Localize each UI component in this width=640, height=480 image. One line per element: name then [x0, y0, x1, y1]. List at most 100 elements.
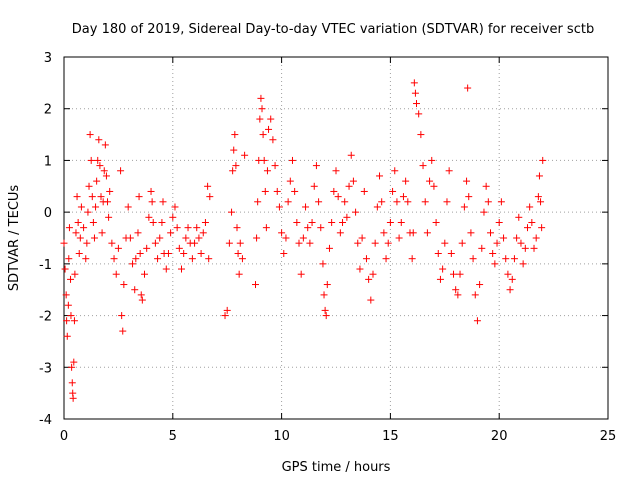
data-point — [306, 239, 314, 247]
data-point — [356, 265, 364, 273]
data-point — [167, 229, 175, 237]
scatter-points — [60, 79, 547, 402]
data-point — [262, 224, 270, 232]
data-point — [386, 218, 394, 226]
data-point — [256, 115, 264, 123]
data-point — [389, 187, 397, 195]
data-point — [92, 203, 100, 211]
data-point — [391, 167, 399, 175]
data-point — [530, 244, 538, 252]
data-point — [362, 255, 370, 263]
data-point — [473, 317, 481, 325]
data-point — [94, 156, 102, 164]
data-point — [102, 172, 110, 180]
data-point — [302, 203, 310, 211]
data-point — [149, 218, 157, 226]
data-point — [197, 250, 205, 258]
data-point — [341, 198, 349, 206]
data-point — [137, 291, 145, 299]
data-point — [519, 260, 527, 268]
data-point — [439, 265, 447, 273]
chart-title: Day 180 of 2019, Sidereal Day-to-day VTE… — [72, 22, 594, 37]
chart-grid — [64, 57, 608, 419]
data-point — [265, 125, 273, 133]
data-point — [70, 358, 78, 366]
data-point — [148, 198, 156, 206]
data-point — [497, 198, 505, 206]
data-point — [345, 182, 353, 190]
data-point — [328, 218, 336, 226]
data-point — [267, 115, 275, 123]
data-point — [85, 182, 93, 190]
data-point — [73, 193, 81, 201]
data-point — [349, 177, 357, 185]
data-point — [269, 136, 277, 144]
data-point — [67, 275, 75, 283]
data-point — [84, 208, 92, 216]
data-point — [261, 187, 269, 195]
data-point — [508, 275, 516, 283]
data-point — [258, 105, 266, 113]
data-point — [537, 198, 545, 206]
data-point — [419, 162, 427, 170]
data-point — [539, 156, 547, 164]
data-point — [417, 131, 425, 139]
data-point — [452, 286, 460, 294]
data-point — [118, 312, 126, 320]
data-point — [134, 229, 142, 237]
data-point — [154, 255, 162, 263]
data-point — [234, 250, 242, 258]
data-point — [238, 255, 246, 263]
data-point — [321, 306, 329, 314]
data-point — [68, 379, 76, 387]
data-point — [229, 167, 237, 175]
data-point — [93, 177, 101, 185]
y-tick-label: -4 — [39, 413, 52, 428]
x-axis-label: GPS time / hours — [282, 460, 391, 475]
data-point — [382, 255, 390, 263]
data-point — [493, 239, 501, 247]
data-point — [96, 162, 104, 170]
data-point — [131, 286, 139, 294]
data-point — [532, 234, 540, 242]
data-point — [506, 286, 514, 294]
data-point — [95, 136, 103, 144]
data-point — [70, 317, 78, 325]
data-point — [67, 312, 75, 320]
data-point — [156, 234, 164, 242]
data-point — [206, 193, 214, 201]
data-point — [231, 131, 239, 139]
data-point — [445, 167, 453, 175]
data-point — [315, 198, 323, 206]
data-point — [486, 229, 494, 237]
data-point — [273, 187, 281, 195]
y-tick-label: -3 — [39, 361, 52, 376]
data-point — [299, 234, 307, 242]
data-point — [456, 270, 464, 278]
data-point — [410, 79, 418, 87]
data-point — [236, 239, 244, 247]
data-point — [467, 229, 475, 237]
data-point — [90, 234, 98, 242]
data-point — [60, 239, 68, 247]
data-point — [484, 198, 492, 206]
data-point — [62, 291, 70, 299]
data-point — [182, 234, 190, 242]
data-point — [77, 203, 85, 211]
data-point — [89, 218, 97, 226]
data-point — [253, 234, 261, 242]
data-point — [464, 84, 472, 92]
data-point — [510, 255, 518, 263]
data-point — [295, 239, 303, 247]
data-point — [143, 244, 151, 252]
data-point — [69, 394, 77, 402]
data-point — [284, 198, 292, 206]
data-point — [384, 239, 392, 247]
data-point — [500, 234, 508, 242]
data-point — [369, 270, 377, 278]
data-point — [178, 265, 186, 273]
data-point — [171, 203, 179, 211]
data-point — [319, 260, 327, 268]
data-point — [476, 281, 484, 289]
data-point — [86, 131, 94, 139]
